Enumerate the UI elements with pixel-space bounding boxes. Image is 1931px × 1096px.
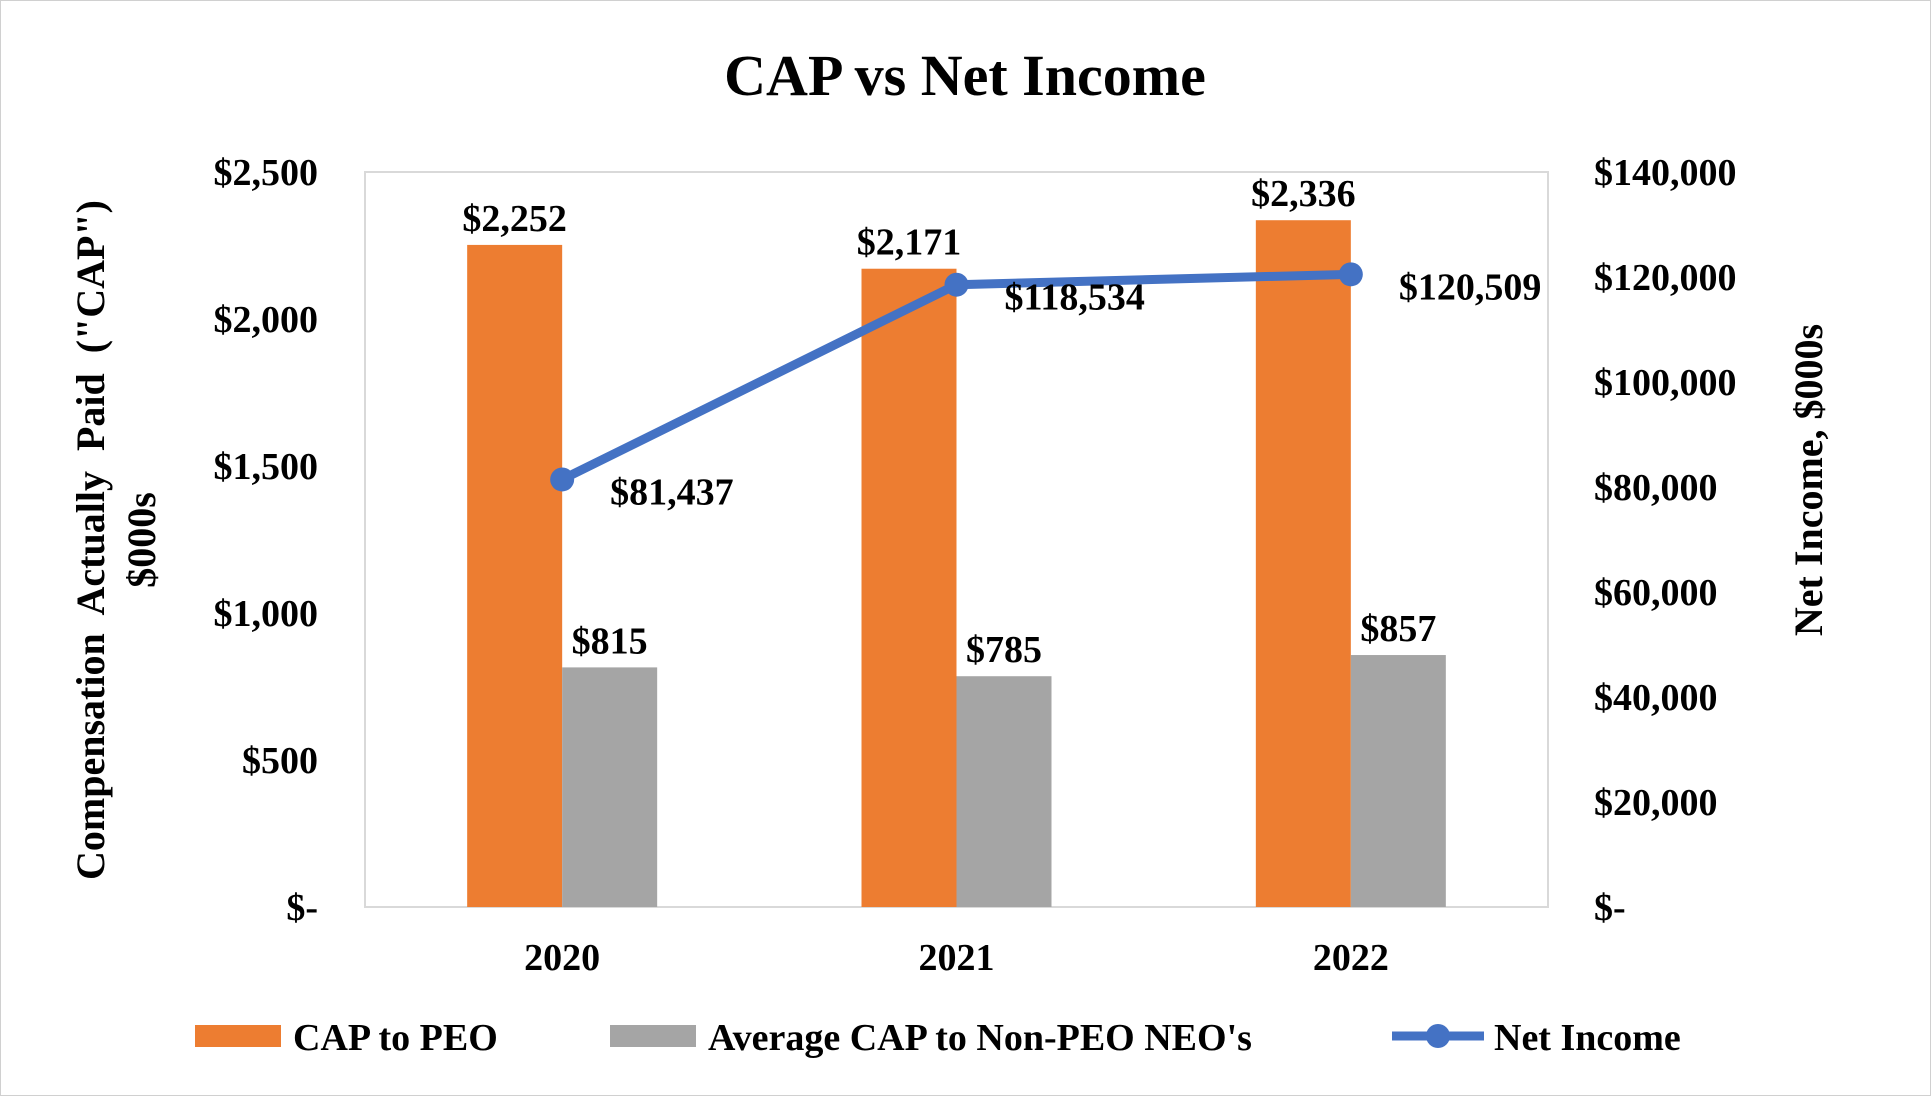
bar-cap-to-peo <box>861 268 957 907</box>
left-tick-label: $2,500 <box>214 152 319 194</box>
bar-data-label: $857 <box>1360 608 1436 650</box>
bar-cap-to-peo <box>467 244 563 908</box>
legend-swatch <box>610 1025 696 1047</box>
bar-average-cap-non-peo <box>1350 655 1446 907</box>
left-tick-label: $- <box>286 887 318 929</box>
legend: CAP to PEO Average CAP to Non-PEO NEO's Ne… <box>195 1017 1681 1059</box>
right-tick-label: $100,000 <box>1594 362 1737 404</box>
bar-data-label: $2,171 <box>857 222 962 264</box>
net-income-data-label: $81,437 <box>610 471 734 513</box>
right-axis-title: Net Income, $000s <box>1786 324 1831 636</box>
legend-label: Net Income <box>1494 1017 1681 1059</box>
net-income-marker <box>944 272 969 297</box>
left-axis-title: Compensation Actually Paid ("CAP") <box>68 200 113 880</box>
right-tick-label: $- <box>1594 887 1626 929</box>
chart-title: CAP vs Net Income <box>724 43 1206 108</box>
x-tick-label: 2020 <box>524 937 600 979</box>
right-tick-label: $140,000 <box>1594 152 1737 194</box>
right-tick-label: $120,000 <box>1594 257 1737 299</box>
bar-data-label: $2,252 <box>462 198 567 240</box>
legend-swatch <box>195 1025 281 1047</box>
left-axis-title-units: $000s <box>119 492 164 588</box>
right-tick-label: $60,000 <box>1594 572 1718 614</box>
net-income-data-label: $118,534 <box>1005 277 1145 319</box>
legend-label: Average CAP to Non-PEO NEO's <box>708 1017 1252 1059</box>
right-tick-label: $20,000 <box>1594 782 1718 824</box>
right-tick-label: $80,000 <box>1594 467 1718 509</box>
net-income-marker <box>1338 262 1363 287</box>
bar-data-label: $815 <box>572 620 648 662</box>
bar-average-cap-non-peo <box>956 676 1052 907</box>
left-tick-label: $2,000 <box>214 299 319 341</box>
bar-average-cap-non-peo <box>562 667 658 907</box>
left-tick-label: $1,000 <box>214 593 319 635</box>
net-income-marker <box>550 467 575 492</box>
right-tick-label: $40,000 <box>1594 677 1718 719</box>
bar-data-label: $785 <box>966 629 1042 671</box>
left-tick-label: $500 <box>242 740 318 782</box>
legend-swatch-marker <box>1426 1024 1450 1048</box>
legend-label: CAP to PEO <box>293 1017 498 1059</box>
bar-cap-to-peo <box>1255 220 1351 907</box>
net-income-data-label: $120,509 <box>1399 266 1542 308</box>
x-tick-label: 2022 <box>1313 937 1389 979</box>
left-tick-label: $1,500 <box>214 446 319 488</box>
bar-data-label: $2,336 <box>1251 173 1356 215</box>
x-tick-label: 2021 <box>919 937 995 979</box>
